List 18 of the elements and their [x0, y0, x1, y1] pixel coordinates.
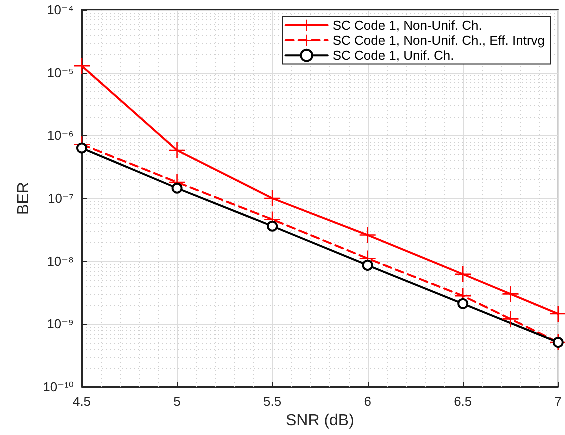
y-tick-label: 10⁻⁹ — [47, 316, 74, 332]
legend-label: SC Code 1, Non-Unif. Ch. — [332, 18, 482, 33]
legend-label: SC Code 1, Non-Unif. Ch., Eff. Intrvg — [332, 33, 546, 48]
y-tick-label: 10⁻⁵ — [47, 65, 74, 80]
y-tick-label: 10⁻¹⁰ — [43, 380, 74, 394]
y-tick-label: 10⁻⁴ — [47, 2, 74, 18]
x-tick-label: 6 — [364, 394, 372, 409]
y-axis-title: BER — [16, 182, 32, 215]
legend-label: SC Code 1, Unif. Ch. — [332, 48, 454, 64]
y-tick-label: 10⁻⁸ — [47, 254, 74, 269]
x-tick-label: 5.5 — [264, 394, 282, 409]
x-tick-label: 7 — [554, 394, 562, 409]
x-tick-label: 5 — [174, 394, 181, 409]
x-tick-label: 4.5 — [72, 394, 92, 409]
x-tick-label: 6.5 — [454, 394, 472, 409]
x-axis-title: SNR (dB) — [286, 412, 354, 430]
y-tick-label: 10⁻⁶ — [47, 128, 74, 144]
y-tick-label: 10⁻⁷ — [48, 191, 74, 206]
